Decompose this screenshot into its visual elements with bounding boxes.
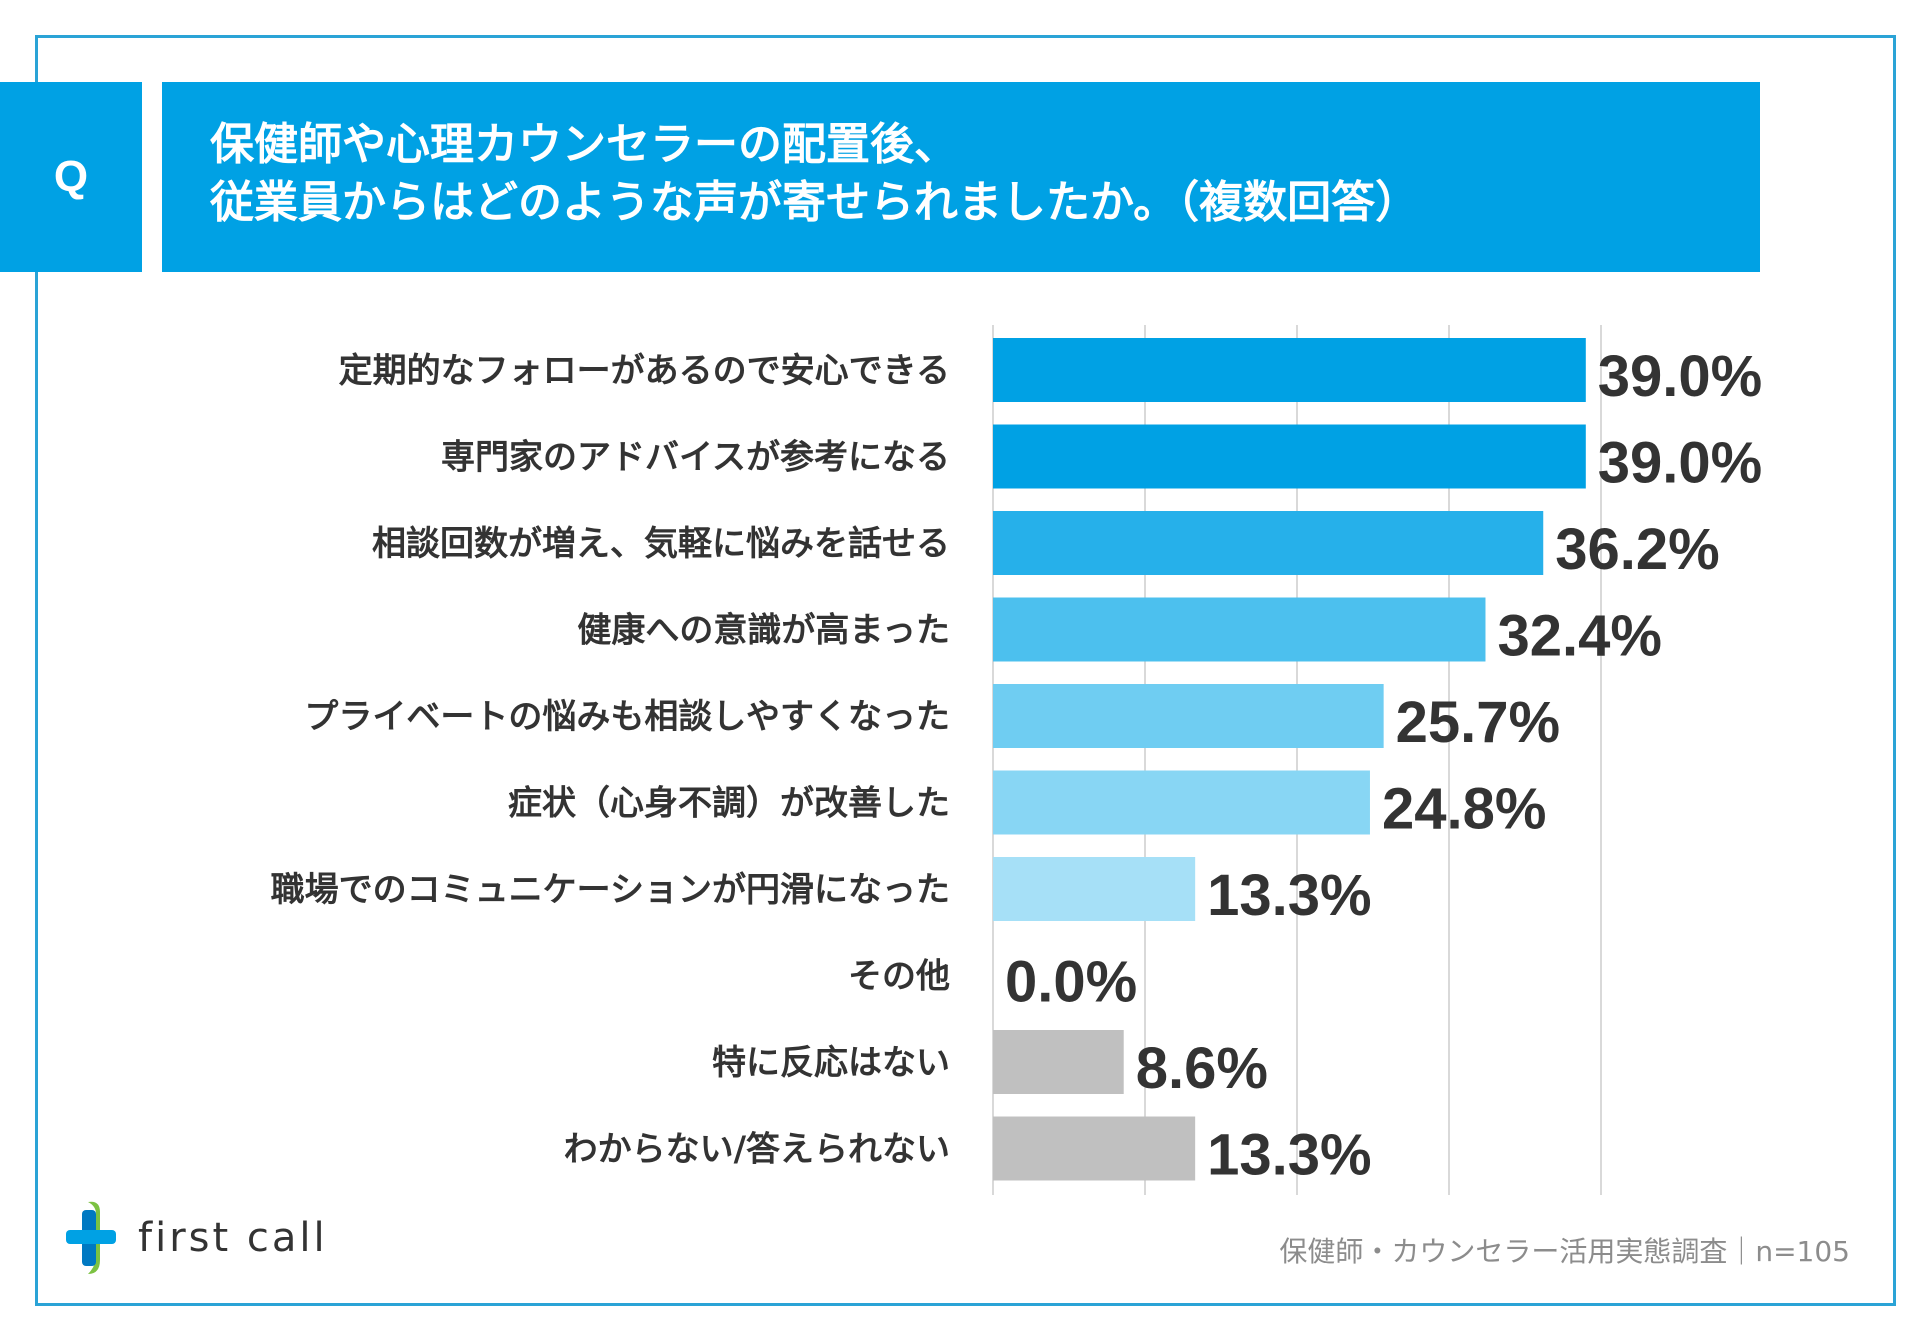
category-label: わからない/答えられない [564, 1130, 950, 1170]
question-title-line-1: 保健師や心理カウンセラーの配置後、 [210, 119, 958, 170]
data-label: 24.8% [1382, 777, 1546, 842]
category-label: 職場でのコミュニケーションが円滑になった [271, 870, 950, 910]
chart-frame [35, 35, 1896, 1306]
data-label: 8.6% [1136, 1036, 1268, 1101]
bar [993, 1116, 1196, 1181]
bar [993, 770, 1370, 835]
first-call-cross-icon [66, 1201, 116, 1274]
data-label: 0.0% [1005, 950, 1137, 1015]
category-label: 定期的なフォローがあるので安心できる [339, 351, 950, 391]
category-label: その他 [848, 957, 950, 997]
bar [993, 1030, 1124, 1094]
category-label: 専門家のアドバイスが参考になる [441, 438, 950, 478]
data-label: 13.3% [1207, 1123, 1371, 1188]
question-title-line-2: 従業員からはどのような声が寄せられましたか。（複数回答） [210, 177, 1420, 228]
source-note: 保健師・カウンセラー活用実態調査｜n=105 [1279, 1235, 1850, 1268]
category-label: 症状（心身不調）が改善した [508, 784, 950, 824]
data-label: 39.0% [1598, 431, 1762, 496]
category-label: 特に反応はない [712, 1043, 950, 1083]
category-label: プライベートの悩みも相談しやすくなった [304, 697, 950, 737]
logo: first call [66, 1200, 328, 1276]
bar [993, 338, 1586, 402]
category-label: 健康への意識が高まった [577, 611, 950, 651]
bar [993, 597, 1486, 662]
bar [993, 511, 1544, 575]
bar [993, 424, 1586, 489]
category-label: 相談回数が増え、気軽に悩みを話せる [372, 524, 950, 564]
question-header: 保健師や心理カウンセラーの配置後、 従業員からはどのような声が寄せられましたか。… [162, 82, 1760, 272]
data-label: 32.4% [1497, 604, 1661, 669]
data-label: 25.7% [1396, 690, 1560, 755]
data-label: 13.3% [1207, 863, 1371, 928]
logo-text: first call [138, 1215, 328, 1261]
question-badge-label: Q [53, 152, 89, 201]
data-label: 39.0% [1598, 344, 1762, 409]
bar [993, 857, 1196, 921]
question-badge: Q [0, 82, 142, 272]
data-label: 36.2% [1555, 517, 1719, 582]
bar [993, 684, 1384, 748]
